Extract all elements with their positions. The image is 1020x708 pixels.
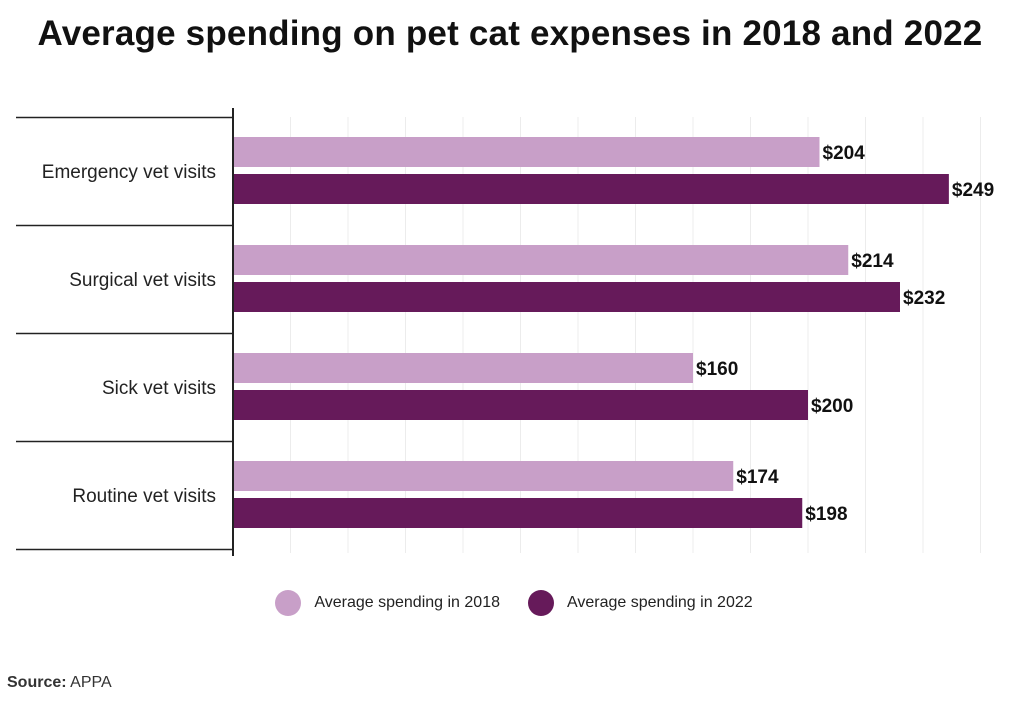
value-label-surgical-vet-visits-1: $232 [903, 288, 945, 309]
value-label-sick-vet-visits-1: $200 [811, 396, 853, 417]
value-label-emergency-vet-visits-1: $249 [952, 180, 994, 201]
bar-routine-vet-visits-1 [233, 498, 803, 528]
category-label-surgical-vet-visits: Surgical vet visits [69, 270, 216, 291]
category-separators [16, 116, 233, 551]
legend-item-2022: Average spending in 2022 [520, 590, 753, 616]
labels: Emergency vet visits $204 $249 Surgical vet… [42, 143, 994, 525]
value-label-emergency-vet-visits-0: $204 [823, 143, 866, 164]
category-label-sick-vet-visits: Sick vet visits [102, 378, 216, 399]
value-label-routine-vet-visits-1: $198 [805, 504, 847, 525]
value-label-routine-vet-visits-0: $174 [736, 467, 779, 488]
legend-item-2018: Average spending in 2018 [267, 590, 500, 616]
legend-label-2018: Average spending in 2018 [314, 594, 500, 611]
legend-swatch-2022 [528, 590, 554, 616]
legend-label-2022: Average spending in 2022 [567, 594, 753, 611]
value-label-sick-vet-visits-0: $160 [696, 359, 738, 380]
source-note: Source: APPA [7, 674, 112, 692]
bar-surgical-vet-visits-1 [233, 282, 900, 312]
bar-emergency-vet-visits-1 [233, 174, 949, 204]
bar-sick-vet-visits-1 [233, 390, 808, 420]
category-label-routine-vet-visits: Routine vet visits [72, 486, 216, 507]
source-value: APPA [70, 674, 112, 691]
value-label-surgical-vet-visits-0: $214 [851, 251, 894, 272]
legend: Average spending in 2018 Average spendin… [0, 590, 1020, 616]
chart-title: Average spending on pet cat expenses in … [37, 14, 983, 53]
bars [233, 137, 949, 528]
category-label-emergency-vet-visits: Emergency vet visits [42, 162, 216, 183]
bar-routine-vet-visits-0 [233, 461, 734, 491]
bar-surgical-vet-visits-0 [233, 245, 849, 275]
legend-swatch-2018 [275, 590, 302, 616]
bar-emergency-vet-visits-0 [233, 137, 820, 167]
bar-sick-vet-visits-0 [233, 353, 693, 383]
source-label: Source: [7, 674, 67, 691]
